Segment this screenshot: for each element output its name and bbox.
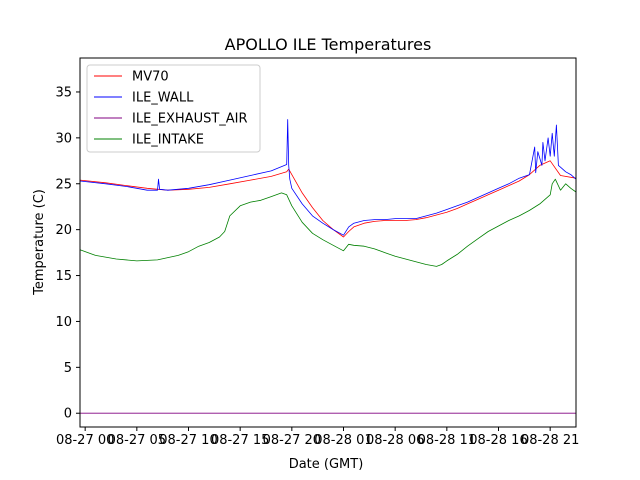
x-tick-label: 08-27 15	[211, 433, 269, 448]
y-tick-label: 10	[55, 315, 72, 330]
legend: MV70 ILE_WALL ILE_EXHAUST_AIR ILE_INTAKE	[86, 64, 261, 153]
y-axis-label: Temperature (C)	[32, 189, 47, 296]
y-tick-label: 25	[55, 177, 72, 192]
plot-frame	[79, 57, 577, 428]
x-tick-label: 08-28 11	[418, 433, 476, 448]
series-layer	[79, 119, 577, 414]
x-axis-label: Date (GMT)	[289, 457, 364, 472]
series-line-mv70	[79, 160, 577, 238]
x-tick-label: 08-27 20	[263, 433, 321, 448]
series-line-ile-intake	[79, 178, 577, 267]
x-tick-label: 08-27 05	[108, 433, 166, 448]
y-tick-label: 20	[55, 223, 72, 238]
y-tick-label: 0	[64, 407, 72, 422]
x-tick-label: 08-28 21	[521, 433, 579, 448]
y-tick-label: 30	[55, 131, 72, 146]
x-tick-label: 08-28 06	[366, 433, 424, 448]
x-tick-label: 08-27 10	[159, 433, 217, 448]
chart-title: APOLLO ILE Temperatures	[225, 35, 432, 54]
y-tick-label: 35	[55, 85, 72, 100]
x-tick-label: 08-27 00	[56, 433, 114, 448]
y-axis: 0 5 10 15 20 25 30 35	[55, 85, 80, 422]
legend-label-ile-intake: ILE_INTAKE	[132, 133, 204, 148]
series-line-ile-wall	[79, 119, 577, 236]
legend-box	[86, 64, 261, 153]
y-tick-label: 15	[55, 269, 72, 284]
y-tick-label: 5	[64, 361, 72, 376]
legend-label-ile-exhaust-air: ILE_EXHAUST_AIR	[132, 112, 248, 127]
legend-label-mv70: MV70	[132, 70, 169, 85]
x-tick-label: 08-28 01	[314, 433, 372, 448]
legend-label-ile-wall: ILE_WALL	[132, 91, 194, 106]
x-tick-label: 08-28 16	[469, 433, 527, 448]
